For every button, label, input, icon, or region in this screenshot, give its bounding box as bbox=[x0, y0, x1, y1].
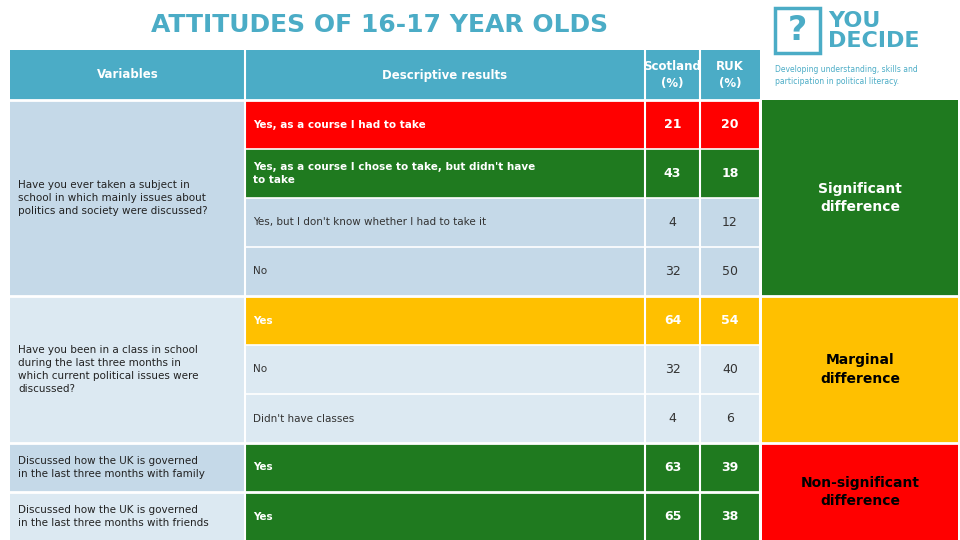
Bar bbox=[645, 443, 700, 492]
Bar bbox=[10, 296, 245, 443]
Bar bbox=[645, 100, 700, 149]
Text: Marginal
difference: Marginal difference bbox=[820, 353, 900, 386]
Text: Significant
difference: Significant difference bbox=[818, 182, 902, 214]
Bar bbox=[645, 149, 700, 198]
Bar bbox=[762, 100, 958, 296]
Text: Yes, as a course I chose to take, but didn't have
to take: Yes, as a course I chose to take, but di… bbox=[253, 163, 536, 185]
Text: 21: 21 bbox=[663, 118, 682, 131]
Bar bbox=[645, 345, 700, 394]
Bar bbox=[700, 247, 760, 296]
Bar bbox=[245, 247, 645, 296]
Bar bbox=[700, 149, 760, 198]
Text: ATTITUDES OF 16-17 YEAR OLDS: ATTITUDES OF 16-17 YEAR OLDS bbox=[152, 13, 609, 37]
Text: YOU: YOU bbox=[828, 11, 880, 31]
Bar bbox=[245, 50, 645, 100]
Text: 63: 63 bbox=[664, 461, 682, 474]
Bar bbox=[762, 296, 958, 443]
Text: 4: 4 bbox=[668, 216, 677, 229]
Text: 4: 4 bbox=[668, 412, 677, 425]
Bar bbox=[10, 492, 245, 540]
Text: Non-significant
difference: Non-significant difference bbox=[801, 476, 920, 508]
Text: 32: 32 bbox=[664, 363, 681, 376]
Text: DECIDE: DECIDE bbox=[828, 31, 920, 51]
Text: 64: 64 bbox=[663, 314, 682, 327]
Bar bbox=[775, 8, 820, 53]
Bar bbox=[700, 198, 760, 247]
Bar bbox=[245, 100, 645, 149]
Text: No: No bbox=[253, 364, 267, 375]
Text: ?: ? bbox=[788, 14, 807, 47]
Text: Discussed how the UK is governed
in the last three months with family: Discussed how the UK is governed in the … bbox=[18, 456, 204, 479]
Bar bbox=[645, 50, 700, 100]
Bar bbox=[762, 443, 958, 540]
Bar bbox=[700, 100, 760, 149]
Text: 32: 32 bbox=[664, 265, 681, 278]
Text: 65: 65 bbox=[663, 510, 682, 523]
Text: 40: 40 bbox=[722, 363, 738, 376]
Text: Didn't have classes: Didn't have classes bbox=[253, 414, 354, 423]
Text: 39: 39 bbox=[721, 461, 738, 474]
Bar bbox=[700, 492, 760, 540]
Bar bbox=[245, 345, 645, 394]
Text: Scotland
(%): Scotland (%) bbox=[643, 60, 702, 90]
Text: 18: 18 bbox=[721, 167, 738, 180]
Bar bbox=[245, 443, 645, 492]
Text: RUK
(%): RUK (%) bbox=[716, 60, 744, 90]
Bar bbox=[245, 149, 645, 198]
Bar bbox=[700, 296, 760, 345]
Bar bbox=[10, 100, 245, 296]
Text: No: No bbox=[253, 267, 267, 276]
Text: Developing understanding, skills and
participation in political literacy.: Developing understanding, skills and par… bbox=[775, 65, 918, 86]
Text: Discussed how the UK is governed
in the last three months with friends: Discussed how the UK is governed in the … bbox=[18, 505, 208, 528]
Bar bbox=[10, 50, 245, 100]
Bar bbox=[245, 198, 645, 247]
Bar bbox=[700, 443, 760, 492]
Bar bbox=[700, 345, 760, 394]
Text: 6: 6 bbox=[726, 412, 734, 425]
Bar bbox=[245, 492, 645, 540]
Text: Have you been in a class in school
during the last three months in
which current: Have you been in a class in school durin… bbox=[18, 345, 199, 394]
Text: Have you ever taken a subject in
school in which mainly issues about
politics an: Have you ever taken a subject in school … bbox=[18, 180, 207, 216]
Text: Variables: Variables bbox=[97, 69, 158, 82]
Bar bbox=[645, 198, 700, 247]
Text: Yes: Yes bbox=[253, 511, 273, 522]
Bar bbox=[700, 50, 760, 100]
Text: Yes, but I don't know whether I had to take it: Yes, but I don't know whether I had to t… bbox=[253, 218, 486, 227]
Text: 43: 43 bbox=[663, 167, 682, 180]
Bar bbox=[10, 443, 245, 492]
Text: 50: 50 bbox=[722, 265, 738, 278]
Bar bbox=[645, 394, 700, 443]
Text: Yes: Yes bbox=[253, 315, 273, 326]
Bar bbox=[245, 296, 645, 345]
Text: 20: 20 bbox=[721, 118, 739, 131]
Bar bbox=[645, 296, 700, 345]
Text: 54: 54 bbox=[721, 314, 739, 327]
Text: Yes, as a course I had to take: Yes, as a course I had to take bbox=[253, 119, 425, 130]
Bar bbox=[245, 394, 645, 443]
Text: Descriptive results: Descriptive results bbox=[382, 69, 508, 82]
Text: Yes: Yes bbox=[253, 462, 273, 472]
Bar bbox=[645, 492, 700, 540]
Text: 38: 38 bbox=[721, 510, 738, 523]
Text: 12: 12 bbox=[722, 216, 738, 229]
Bar bbox=[645, 247, 700, 296]
Bar bbox=[700, 394, 760, 443]
